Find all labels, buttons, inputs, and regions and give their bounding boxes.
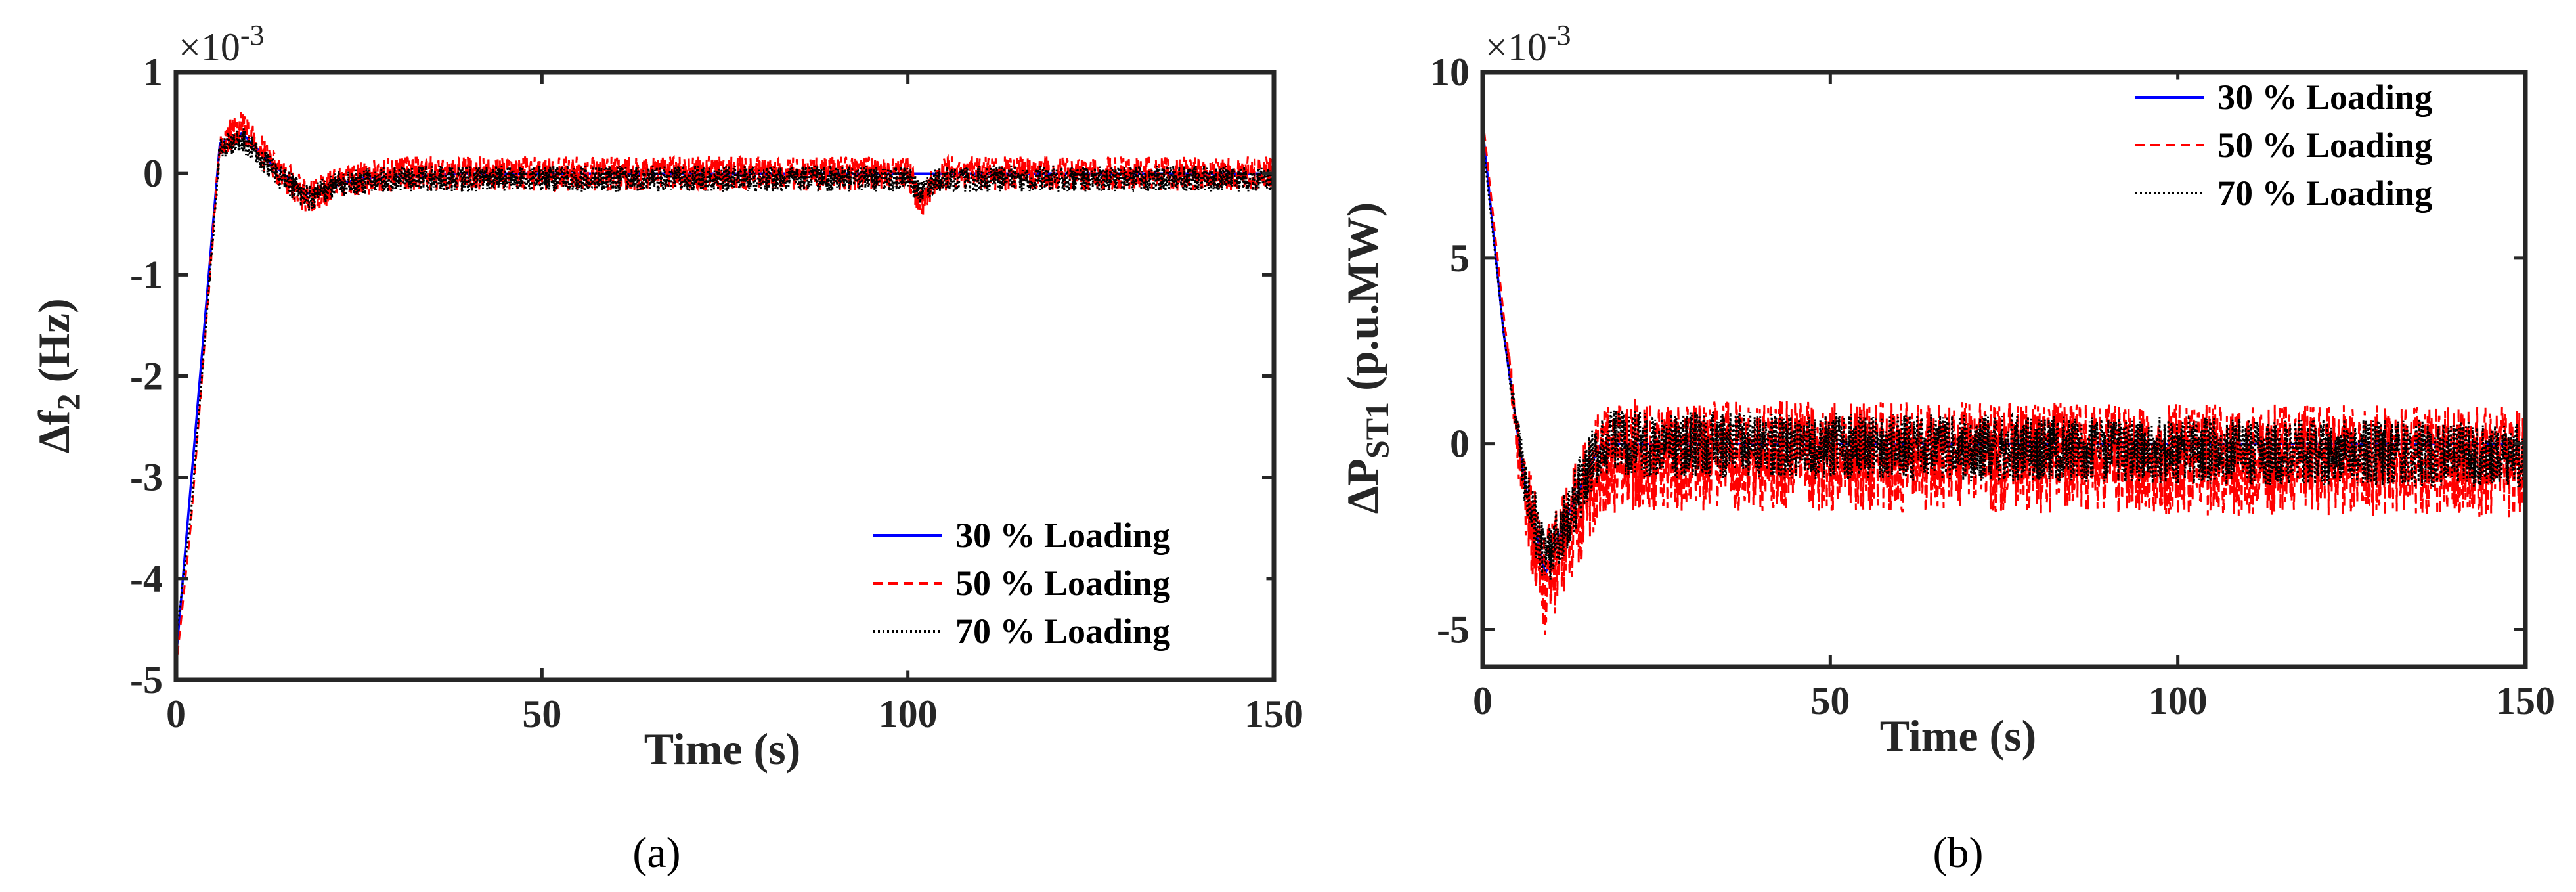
y-exponent-power: -3 (240, 19, 265, 51)
legend-label-3: 70 % Loading (2217, 173, 2432, 213)
x-axis-label: Time (s) (644, 724, 801, 774)
x-axis-label: Time (s) (1880, 711, 2037, 761)
y-tick-label: -2 (130, 355, 163, 398)
x-tick-label: 150 (1244, 692, 1303, 736)
legend-label-2: 50 % Loading (955, 564, 1170, 603)
x-tick-label: 100 (879, 692, 938, 736)
y-axis-label-main: Δf (29, 409, 79, 453)
series-line-2 (176, 112, 1274, 670)
x-tick-label: 50 (1810, 679, 1850, 723)
series-line-3 (176, 128, 1274, 640)
y-tick-label: -1 (130, 253, 163, 296)
y-tick-label: -3 (130, 456, 163, 499)
y-tick-label: 0 (143, 152, 163, 195)
series-line-3 (1483, 139, 2525, 580)
series-layer (1483, 116, 2525, 636)
legend-label-1: 30 % Loading (955, 516, 1170, 555)
y-exponent: ×10-3 (179, 19, 265, 69)
y-axis-label: ΔPST1 (p.u.MW) (1338, 202, 1395, 514)
panel-label: (b) (1933, 829, 1984, 877)
legend-box (865, 517, 1267, 671)
y-axis-label: Δf2 (Hz) (29, 298, 87, 453)
y-exponent-base: ×10 (1485, 26, 1547, 69)
y-tick-label: 1 (143, 51, 163, 94)
legend-label-1: 30 % Loading (2217, 78, 2432, 117)
y-tick-label: -5 (1437, 608, 1470, 651)
chart-panel-a: 0 50 100 150-5-4-3-2-101 ×10-3 Time (s) Δf2… (29, 19, 1303, 877)
y-axis-label-sub: ST1 (1359, 402, 1395, 458)
y-axis-label-sub: 2 (50, 394, 87, 411)
x-tick-label: 50 (522, 692, 561, 736)
legend-label-3: 70 % Loading (955, 612, 1170, 651)
x-tick-label: 0 (1473, 679, 1493, 723)
x-tick-label: 0 (166, 692, 186, 736)
x-tick-label: 100 (2149, 679, 2208, 723)
y-exponent-base: ×10 (179, 26, 240, 69)
y-exponent-power: -3 (1547, 19, 1571, 51)
series-layer (176, 112, 1274, 670)
legend: 30 % Loading 50 % Loading 70 % Loading (2127, 78, 2519, 233)
y-axis-label-unit: (p.u.MW) (1338, 202, 1387, 402)
ticks-layer: 0 50 100 150 -5 -4 -3 -2 -1 0 1 (130, 51, 1303, 736)
legend-box (2127, 79, 2519, 233)
y-axis-label-unit: (Hz) (29, 298, 79, 393)
x-tick-label: 150 (2496, 679, 2555, 723)
legend-entries: 30 % Loading 50 % Loading 70 % Loading (2135, 78, 2432, 213)
legend: 30 % Loading 50 % Loading 70 % Loading (865, 516, 1267, 671)
y-tick-label: -5 (130, 658, 163, 702)
axes-box (1480, 70, 2528, 669)
y-tick-label: -4 (130, 557, 163, 600)
y-exponent: ×10-3 (1485, 19, 1571, 69)
y-axis-label-main: ΔP (1338, 458, 1387, 514)
legend-entries: 30 % Loading 50 % Loading 70 % Loading (873, 516, 1170, 651)
panel-label: (a) (632, 829, 680, 877)
y-tick-label: 0 (1450, 422, 1470, 466)
y-tick-label: 5 (1450, 236, 1470, 280)
y-tick-label: 10 (1430, 51, 1470, 94)
legend-label-2: 50 % Loading (2217, 125, 2432, 165)
